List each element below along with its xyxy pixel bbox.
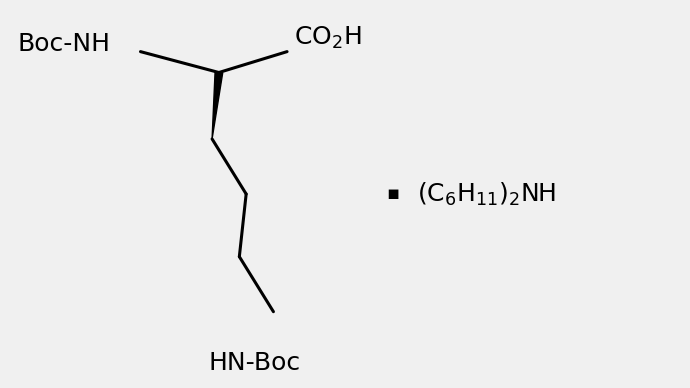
Text: HN-Boc: HN-Boc <box>208 351 301 375</box>
Text: ▪: ▪ <box>386 185 400 203</box>
Text: $\mathregular{(C_6H_{11})_2NH}$: $\mathregular{(C_6H_{11})_2NH}$ <box>417 180 556 208</box>
Text: $\mathregular{CO_2H}$: $\mathregular{CO_2H}$ <box>294 25 362 52</box>
Text: Boc-NH: Boc-NH <box>18 32 111 56</box>
Polygon shape <box>212 72 223 139</box>
